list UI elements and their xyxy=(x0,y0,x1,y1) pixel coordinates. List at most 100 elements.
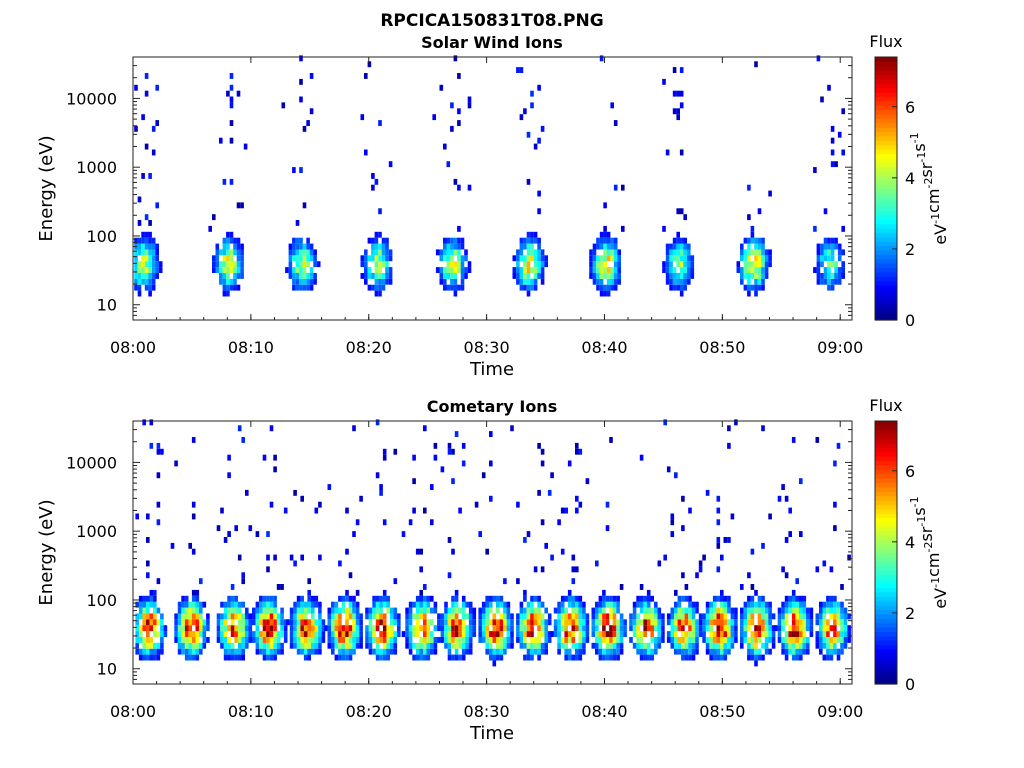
heatmap-cell xyxy=(496,619,500,626)
heatmap-cell xyxy=(468,601,473,608)
heatmap-cell xyxy=(355,613,360,620)
heatmap-cell xyxy=(544,631,548,637)
heatmap-cell xyxy=(681,613,685,620)
heatmap-cell xyxy=(757,595,762,602)
heatmap-cell xyxy=(141,237,145,244)
heatmap-cell xyxy=(679,261,684,268)
colorbar-segment xyxy=(875,451,897,457)
heatmap-cell xyxy=(677,648,682,655)
heatmap-cell xyxy=(676,90,680,97)
heatmap-cell xyxy=(248,637,253,643)
heatmap-cell xyxy=(374,284,379,291)
heatmap-cell xyxy=(437,619,441,626)
heatmap-cell xyxy=(639,631,644,637)
heatmap-cell xyxy=(677,595,682,602)
colorbar-segment xyxy=(875,153,897,159)
heatmap-cell xyxy=(241,637,245,643)
heatmap-cell xyxy=(144,284,149,291)
heatmap-cell xyxy=(723,654,728,661)
colorbar-segment xyxy=(875,70,897,76)
heatmap-cell xyxy=(571,595,576,602)
heatmap-cell xyxy=(138,631,143,637)
heatmap-cell xyxy=(444,637,448,643)
heatmap-cell xyxy=(262,454,267,461)
heatmap-cell xyxy=(184,631,189,637)
heatmap-cell xyxy=(485,619,489,626)
heatmap-cell xyxy=(222,290,227,297)
heatmap-cell xyxy=(379,601,383,608)
heatmap-cell xyxy=(393,648,398,655)
heatmap-cell xyxy=(691,607,696,614)
heatmap-cell xyxy=(702,631,706,637)
heatmap-cell xyxy=(827,84,831,91)
heatmap-cell xyxy=(262,648,267,655)
heatmap-cell xyxy=(695,572,699,579)
heatmap-cell xyxy=(606,231,611,238)
heatmap-cell xyxy=(646,625,651,632)
heatmap-cell xyxy=(836,442,841,449)
heatmap-cell xyxy=(567,631,572,637)
heatmap-cell xyxy=(603,225,607,232)
heatmap-cell xyxy=(709,654,713,661)
heatmap-cell xyxy=(151,243,156,250)
heatmap-cell xyxy=(378,284,382,291)
heatmap-cell xyxy=(314,601,319,608)
heatmap-cell xyxy=(184,607,189,614)
heatmap-cell xyxy=(385,237,389,244)
heatmap-cell xyxy=(458,607,462,614)
heatmap-cell xyxy=(530,102,534,109)
heatmap-cell xyxy=(598,601,603,608)
heatmap-cell xyxy=(148,249,152,256)
heatmap-cell xyxy=(226,90,230,97)
heatmap-cell xyxy=(227,625,231,632)
heatmap-cell xyxy=(666,613,671,620)
heatmap-cell xyxy=(453,178,458,185)
heatmap-cell xyxy=(720,619,724,626)
heatmap-cell xyxy=(571,637,576,643)
heatmap-cell xyxy=(537,84,541,91)
heatmap-cell xyxy=(619,642,624,649)
heatmap-cell xyxy=(309,278,314,285)
heatmap-cell xyxy=(382,625,387,632)
heatmap-cell xyxy=(367,284,372,291)
heatmap-cell xyxy=(613,273,618,279)
heatmap-cell xyxy=(519,613,524,620)
heatmap-cell xyxy=(460,284,465,291)
heatmap-cell xyxy=(740,273,744,279)
heatmap-cell xyxy=(489,607,493,614)
heatmap-cell xyxy=(681,637,685,643)
heatmap-cell xyxy=(230,625,235,632)
heatmap-cell xyxy=(530,249,534,256)
heatmap-cell xyxy=(447,637,452,643)
heatmap-cell xyxy=(241,648,245,655)
heatmap-cell xyxy=(447,607,452,614)
heatmap-cell xyxy=(646,619,651,626)
heatmap-cell xyxy=(523,237,527,244)
heatmap-cell xyxy=(578,631,583,637)
heatmap-cell xyxy=(578,501,583,508)
heatmap-cell xyxy=(606,273,611,279)
heatmap-cell xyxy=(144,255,149,262)
heatmap-cell xyxy=(481,613,486,620)
heatmap-cell xyxy=(754,631,758,637)
heatmap-cell xyxy=(386,631,390,637)
heatmap-cell xyxy=(740,278,744,285)
heatmap-cell xyxy=(226,273,230,279)
heatmap-cell xyxy=(603,261,607,268)
heatmap-cell xyxy=(299,284,303,291)
heatmap-cell xyxy=(156,519,161,526)
heatmap-cell xyxy=(806,625,810,632)
heatmap-cell xyxy=(720,601,724,608)
heatmap-cell xyxy=(269,613,274,620)
heatmap-cell xyxy=(440,466,445,473)
heatmap-cell xyxy=(177,637,182,643)
y-tick-label: 10000 xyxy=(66,453,117,472)
heatmap-cell xyxy=(309,73,314,79)
heatmap-cell xyxy=(833,595,837,602)
heatmap-cell xyxy=(443,267,447,273)
heatmap-cell xyxy=(571,554,576,561)
heatmap-cell xyxy=(227,472,231,479)
heatmap-cell xyxy=(834,273,838,279)
heatmap-cell xyxy=(142,637,146,643)
